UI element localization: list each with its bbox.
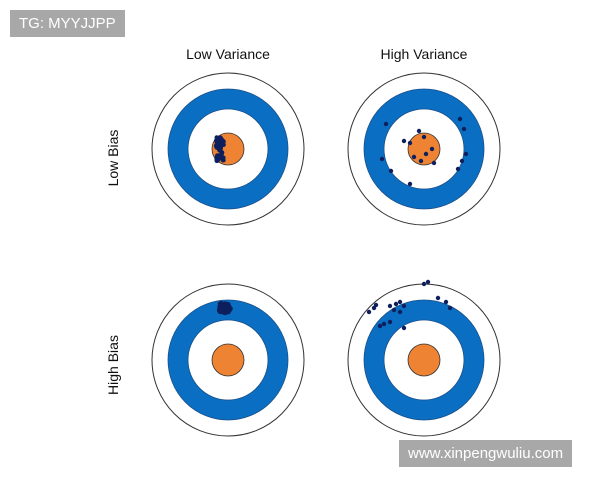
shot-dot [213,143,219,148]
column-label-low-variance: Low Variance [186,46,270,62]
target-4 [347,279,501,437]
shot-dot [423,151,429,157]
shot-dot [388,168,394,174]
shot-dot [401,325,407,331]
shot-dot [214,158,219,163]
shot-dot [377,323,383,329]
shot-dot [379,156,385,162]
shot-dot [391,307,397,313]
shot-dot [443,299,449,305]
shot-dot [381,321,387,327]
shot-dot [401,303,407,309]
shot-dot [411,154,417,160]
watermark-bottom: www.xinpengwuliu.com [399,440,573,467]
shot-dot [218,309,223,315]
shot-dot [461,126,467,132]
shot-dot [383,121,389,127]
shot-dot [393,301,399,307]
shot-dot [407,181,413,187]
target-2 [347,72,501,226]
column-label-high-variance: High Variance [380,46,468,62]
shot-dot [425,279,431,285]
shot-dot [217,304,222,309]
shot-dot [373,302,379,308]
shot-dot [387,319,393,325]
shot-dot [227,308,232,313]
shot-dot [457,116,463,122]
shot-dot [418,158,424,164]
shot-dot [435,295,441,301]
shot-dot [421,134,427,140]
bullseye [211,343,245,377]
target-1 [151,72,305,226]
shot-dot [447,305,453,311]
shot-dot [431,160,437,166]
shot-dot [218,146,223,151]
bullseye [407,343,441,377]
shot-dot [429,146,435,152]
shot-dot [397,309,403,315]
shot-dot [222,310,227,316]
shot-dot [463,151,469,157]
shot-dot [397,299,403,305]
shot-dot [401,138,407,144]
shot-dot [421,281,427,287]
shot-dot [459,158,465,164]
shot-dot [407,140,413,146]
shot-dot [214,135,219,140]
watermark-top: TG: MYYJJPP [10,10,125,37]
shot-dot [366,309,372,315]
shot-dot [220,138,225,143]
shot-dot [387,303,393,309]
shot-dot [224,302,230,307]
shot-dot [218,154,223,160]
target-3 [151,283,305,437]
shot-dot [416,128,422,134]
shot-dot [455,166,461,172]
